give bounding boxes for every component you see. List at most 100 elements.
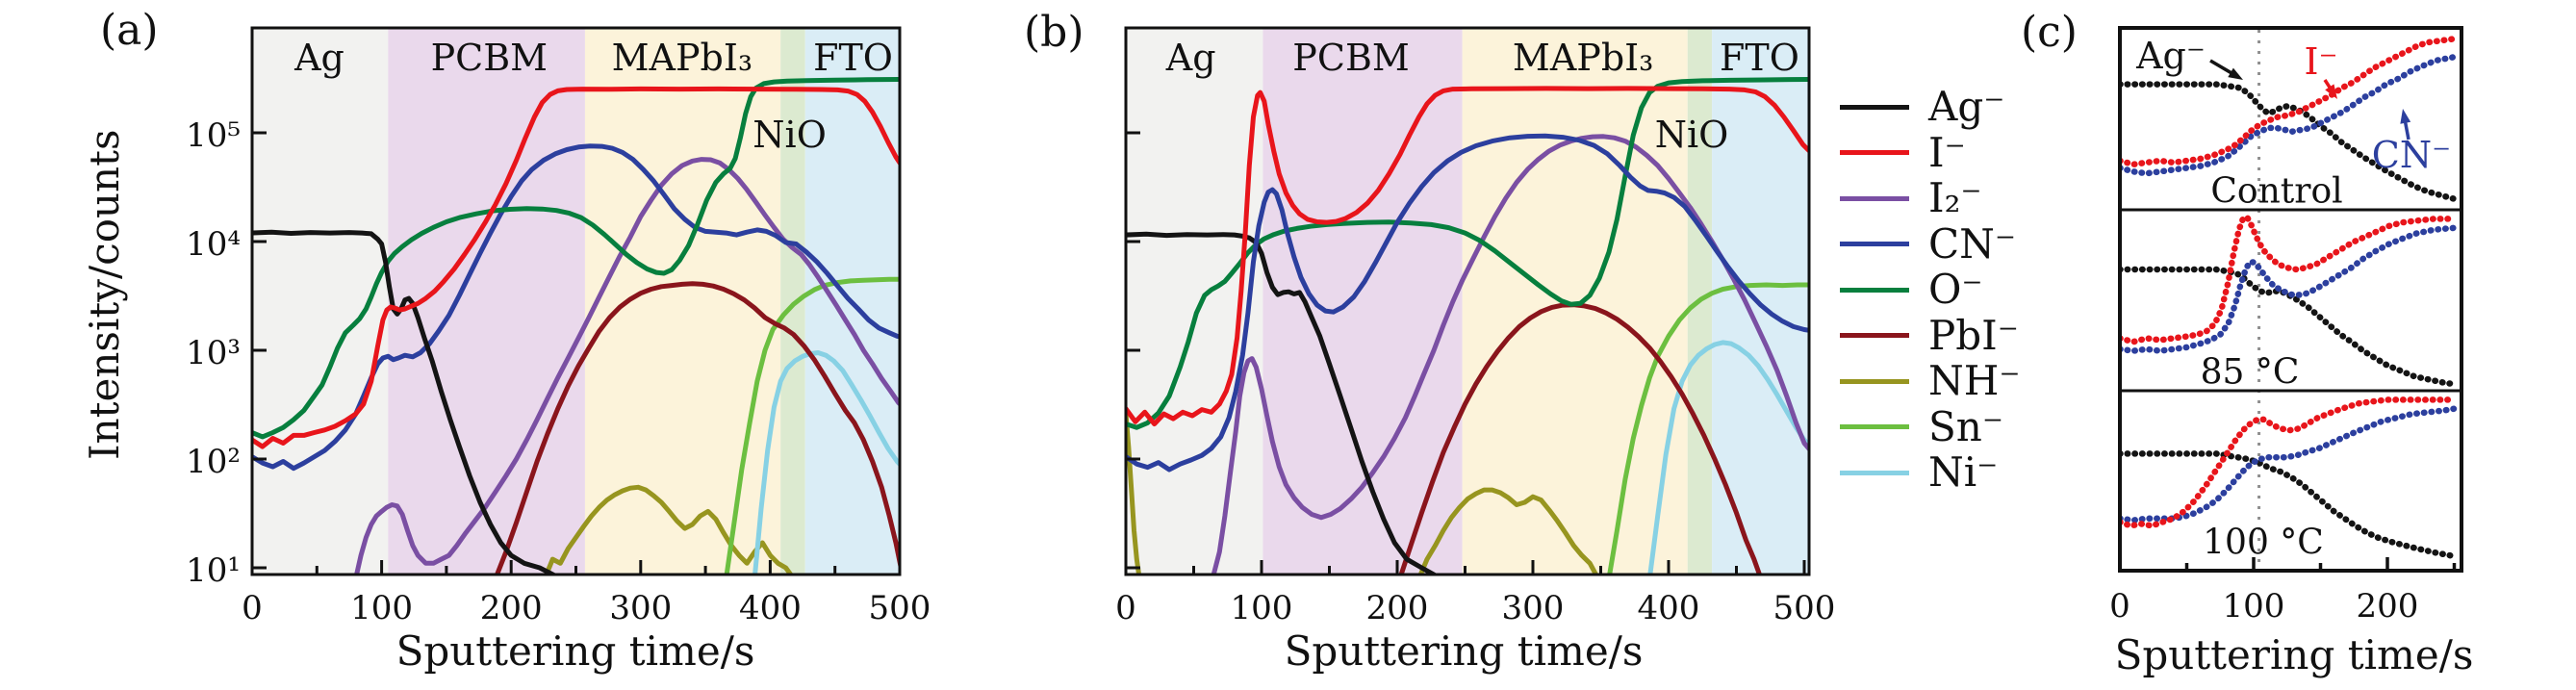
x-tick-label-a-400: 400	[738, 589, 802, 627]
x-axis-label-a: Sputtering time/s	[395, 627, 755, 675]
legend-label: O⁻	[1928, 266, 1983, 313]
layer-label-FTO: FTO	[813, 37, 893, 79]
legend-line-swatch	[1840, 470, 1909, 475]
layer-label-MAPbI₃: MAPbI₃	[1512, 37, 1654, 79]
y-tick-label-10²: 10²	[186, 443, 241, 481]
legend-label: Ag⁻	[1928, 83, 2005, 130]
curve-Control-Ag⁻	[2122, 81, 2458, 202]
curves-b	[1127, 77, 1808, 574]
layer-region-MAPbI₃	[1462, 28, 1688, 575]
x-axis-label-b: Sputtering time/s	[1284, 627, 1644, 675]
curves-c-100 °C	[2122, 396, 2458, 560]
layer-label-PCBM: PCBM	[430, 37, 548, 79]
curve-Ag⁻	[253, 229, 557, 574]
x-tick-label-b-0: 0	[1115, 589, 1136, 627]
curve-85 °C-CN⁻	[2122, 224, 2458, 354]
x-tick-label-b-500: 500	[1773, 589, 1836, 627]
curve-Sn⁻	[724, 276, 899, 574]
layer-label-Ag: Ag	[294, 37, 344, 79]
legend-item-PbI⁻: PbI⁻	[1840, 315, 2019, 357]
x-tick-label-a-200: 200	[479, 589, 543, 627]
curve-Ni⁻	[1647, 340, 1808, 574]
annotation-arrowhead	[2325, 84, 2337, 99]
y-tick-label-10³: 10³	[186, 334, 241, 372]
curve-I⁻	[1127, 86, 1808, 427]
curve-NH⁻	[1127, 411, 1598, 574]
legend-line-swatch	[1840, 287, 1909, 293]
curve-Ni⁻	[752, 350, 899, 574]
x-tick-label-c-200: 200	[2356, 587, 2419, 626]
legend-label: Sn⁻	[1928, 402, 2003, 450]
legend-item-I⁻: I⁻	[1840, 132, 1966, 174]
subplot-label-100 °C: 100 °C	[2203, 523, 2324, 563]
curve-100 °C-CN⁻	[2122, 405, 2458, 524]
panel-frame-c	[2118, 26, 2463, 573]
legend-label: NH⁻	[1928, 357, 2021, 404]
layer-label-FTO: FTO	[1720, 37, 1799, 79]
x-axis-label-c: Sputtering time/s	[2114, 631, 2474, 678]
legend-item-I₂⁻: I₂⁻	[1840, 177, 1982, 219]
curve-I⁻	[253, 86, 899, 449]
y-tick-label-10⁵: 10⁵	[186, 116, 241, 155]
curve-O⁻	[253, 77, 899, 440]
annotation-arrowhead	[2228, 67, 2243, 80]
x-tick-label-c-100: 100	[2222, 587, 2285, 626]
curve-Sn⁻	[1607, 282, 1808, 574]
annotation-Ag⁻: Ag⁻	[2136, 35, 2206, 77]
x-tick-label-b-100: 100	[1230, 589, 1293, 627]
x-tick-label-c-0: 0	[2109, 587, 2130, 626]
legend-label: CN⁻	[1928, 219, 2017, 268]
curves-a	[253, 77, 899, 574]
subplot-label-Control: Control	[2210, 171, 2343, 212]
curve-85 °C-I⁻	[2122, 214, 2458, 345]
curve-Control-CN⁻	[2122, 53, 2458, 177]
subplot-label-85 °C: 85 °C	[2200, 352, 2300, 393]
layer-region-NiO	[780, 28, 805, 575]
x-tick-label-a-100: 100	[350, 589, 414, 627]
curve-O⁻	[1127, 77, 1808, 430]
panel-c-letter: (c)	[2021, 8, 2078, 57]
curve-PbI⁻	[495, 281, 899, 574]
layer-label-NiO-inner: NiO	[1654, 114, 1729, 156]
legend-item-NH⁻: NH⁻	[1840, 360, 2021, 402]
legend-label: I₂⁻	[1928, 174, 1982, 221]
legend-line-swatch	[1840, 150, 1909, 155]
legend-label: Ni⁻	[1928, 448, 1999, 496]
legend-line-swatch	[1840, 195, 1909, 201]
legend-line-swatch	[1840, 242, 1909, 246]
curve-I₂⁻	[354, 157, 899, 574]
y-axis-label: Intensity/counts	[81, 129, 128, 460]
x-tick-label-a-300: 300	[609, 589, 673, 627]
layer-label-Ag: Ag	[1165, 37, 1216, 79]
legend-item-O⁻: O⁻	[1840, 268, 1983, 311]
legend-item-Sn⁻: Sn⁻	[1840, 406, 2003, 448]
curve-Control-I⁻	[2122, 36, 2458, 168]
panel-a-letter: (a)	[100, 6, 159, 55]
annotation-I⁻: I⁻	[2304, 40, 2338, 83]
curves-c-85 °C	[2122, 214, 2458, 387]
curves-c-Control	[2122, 36, 2458, 202]
x-tick-label-b-200: 200	[1365, 589, 1429, 627]
panel-b-letter: (b)	[1024, 8, 1084, 57]
curve-100 °C-Ag⁻	[2122, 450, 2458, 560]
curve-100 °C-I⁻	[2122, 396, 2458, 529]
layer-label-NiO-inner: NiO	[752, 114, 827, 156]
legend-line-swatch	[1840, 333, 1909, 338]
legend-label: PbI⁻	[1928, 311, 2019, 359]
layer-region-Ag	[252, 28, 389, 575]
curve-Ag⁻	[1127, 231, 1438, 574]
legend-item-Ni⁻: Ni⁻	[1840, 451, 1998, 494]
x-tick-label-b-300: 300	[1501, 589, 1565, 627]
panel-frame-b	[1124, 26, 1811, 576]
y-tick-label-10¹: 10¹	[186, 551, 241, 590]
legend-line-swatch	[1840, 378, 1909, 384]
legend-label: I⁻	[1928, 128, 1966, 176]
legend-line-swatch	[1840, 104, 1909, 110]
annotation-CN⁻: CN⁻	[2371, 134, 2452, 176]
x-tick-label-a-500: 500	[868, 589, 931, 627]
layer-label-PCBM: PCBM	[1292, 37, 1410, 79]
y-tick-label-10⁴: 10⁴	[186, 225, 241, 264]
layer-label-MAPbI₃: MAPbI₃	[611, 37, 753, 79]
